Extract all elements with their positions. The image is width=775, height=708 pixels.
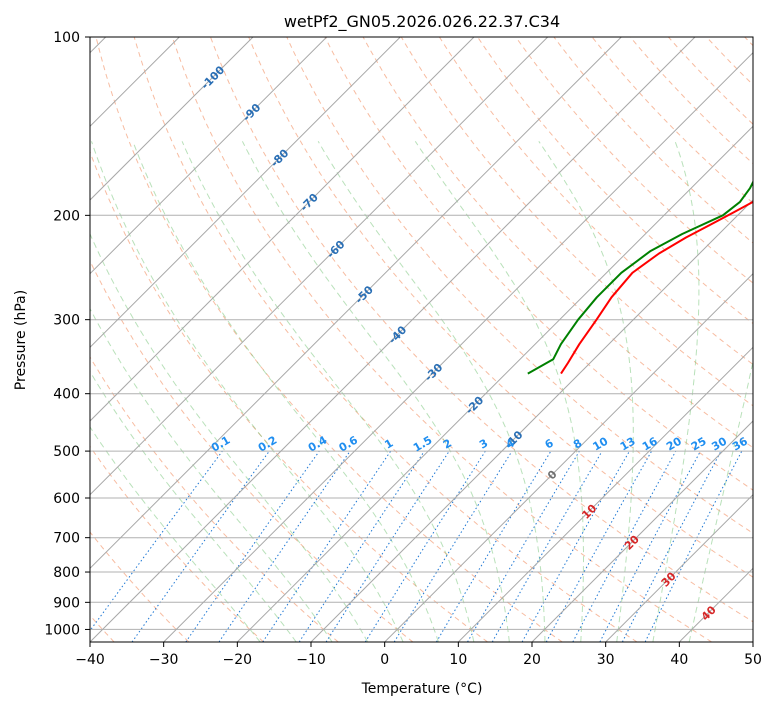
y-tick-label: 400: [53, 387, 80, 403]
y-tick-label: 600: [53, 491, 80, 507]
mixing-ratio-line: [90, 450, 223, 632]
dry-adiabat: [90, 356, 339, 642]
x-axis-title: Temperature (°C): [361, 681, 483, 697]
mixing-ratio-lines: [90, 450, 743, 642]
isotherm: [90, 37, 475, 422]
isotherm: [384, 272, 753, 642]
mixing-ratio-line: [298, 450, 425, 642]
dry-adiabat: [133, 37, 638, 642]
isotherm: [236, 125, 753, 642]
dry-adiabat: [515, 37, 753, 284]
mixing-ratio-line: [218, 450, 351, 642]
dry-adiabat: [171, 37, 712, 642]
mixing-ratio-line: [572, 450, 677, 642]
chart-title: wetPf2_GN05.2026.026.22.37.C34: [284, 12, 560, 32]
y-axis: 100 200 300 400 500 600 700 800 900 1000: [44, 30, 90, 638]
plot-frame: [89, 36, 754, 643]
x-tick-label: 40: [670, 652, 688, 668]
y-tick-label: 900: [53, 595, 80, 611]
isotherm: [531, 420, 753, 642]
x-axis: −40 −30 −20 −10 0 10 20 30 40 50: [75, 642, 762, 668]
mixing-ratio-line: [521, 450, 630, 642]
x-tick-label: 50: [744, 652, 762, 668]
dry-adiabat: [438, 37, 753, 366]
x-tick-label: 20: [523, 652, 541, 668]
sounding-profiles: [527, 180, 753, 375]
isotherm: [90, 37, 401, 349]
isotherm: [605, 493, 753, 642]
dry-adiabat: [210, 37, 753, 623]
x-tick-label: −30: [149, 652, 179, 668]
dry-adiabat: [90, 445, 264, 642]
mixing-ratio-line: [325, 450, 450, 642]
dewpoint-profile: [527, 180, 753, 375]
y-axis-title: Pressure (hPa): [13, 290, 29, 390]
isobars: [90, 37, 753, 630]
dry-adiabat: [90, 150, 488, 642]
y-tick-label: 100: [53, 30, 80, 46]
x-tick-label: 10: [449, 652, 467, 668]
x-tick-label: −10: [296, 652, 326, 668]
temperature-profile: [560, 200, 753, 375]
mixing-ratio-line: [644, 450, 743, 642]
isotherms: [90, 37, 753, 642]
dry-adiabats: [90, 37, 753, 642]
isotherm: [163, 51, 753, 642]
y-tick-label: 200: [53, 208, 80, 224]
dry-adiabat: [400, 37, 753, 407]
mixing-ratio-line: [262, 450, 392, 642]
isotherm: [90, 37, 254, 201]
isotherm: [310, 199, 753, 642]
isotherm: [90, 37, 549, 496]
y-tick-label: 1000: [44, 622, 80, 638]
mixing-ratio-line: [545, 450, 653, 642]
isotherm: [90, 37, 622, 570]
dry-adiabat: [90, 531, 190, 642]
x-tick-label: −40: [75, 652, 105, 668]
isotherm: [90, 37, 696, 642]
x-tick-label: 30: [597, 652, 615, 668]
dry-adiabat: [95, 37, 563, 642]
y-tick-label: 800: [53, 565, 80, 581]
x-tick-label: −20: [223, 652, 253, 668]
isotherm: [90, 37, 328, 275]
y-tick-label: 300: [53, 313, 80, 329]
y-tick-label: 700: [53, 531, 80, 547]
y-tick-label: 500: [53, 444, 80, 460]
isotherm: [457, 346, 753, 642]
mixing-ratio-line: [185, 450, 320, 642]
mixing-ratio-line: [393, 450, 513, 642]
x-tick-label: 0: [380, 652, 389, 668]
mixing-ratio-line: [131, 450, 270, 642]
dry-adiabat: [248, 37, 753, 578]
